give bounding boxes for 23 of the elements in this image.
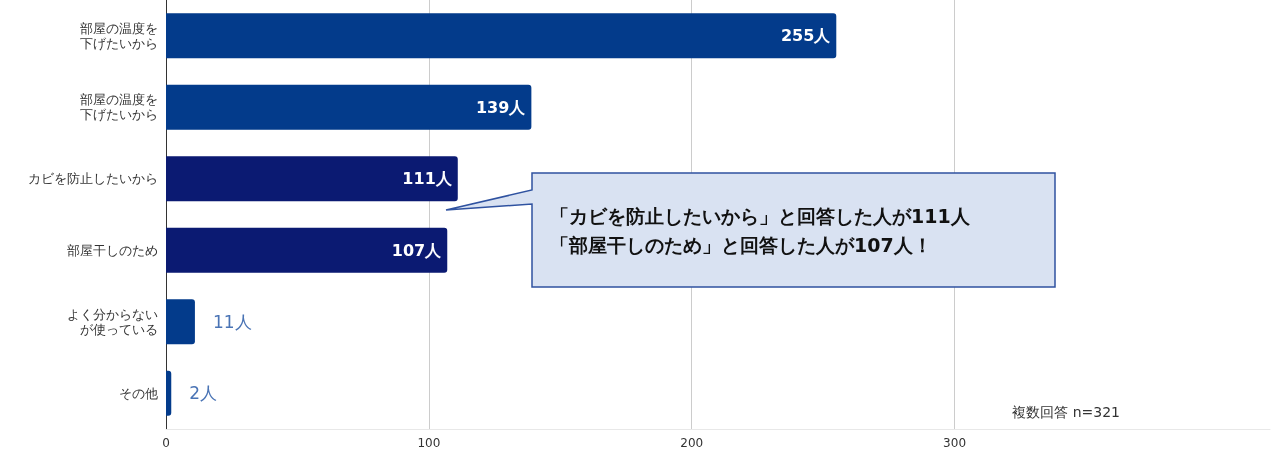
y-tick-label: 部屋の温度を下げたいから — [80, 92, 158, 123]
annotation: 「カビを防止したいから」と回答した人が111人「部屋干しのため」と回答した人が107人！ — [550, 204, 971, 258]
y-tick-label: 部屋干しのため — [67, 242, 158, 258]
bar — [166, 84, 532, 130]
data-label: 2人 — [189, 383, 218, 404]
y-tick-label: その他 — [119, 385, 158, 401]
y-tick-label: カビを防止したいから — [28, 171, 158, 187]
bar — [166, 299, 195, 345]
bar — [166, 156, 458, 202]
data-label: 107人 — [391, 240, 443, 260]
bar — [166, 13, 837, 59]
x-tick-label: 0 — [162, 436, 170, 450]
y-tick-label: 部屋の温度を下げたいから — [80, 20, 158, 51]
x-tick-label: 300 — [943, 436, 967, 450]
bar — [166, 227, 448, 273]
x-tick-label: 100 — [417, 436, 441, 450]
x-tick-label: 200 — [680, 436, 704, 450]
bar — [166, 370, 172, 416]
data-label: 11人 — [212, 311, 252, 332]
annotation: 複数回答 n=321 — [1012, 404, 1121, 420]
data-label: 139人 — [475, 97, 527, 117]
data-label: 255人 — [780, 26, 832, 46]
y-tick-label: よく分からないが使っている — [67, 306, 158, 337]
